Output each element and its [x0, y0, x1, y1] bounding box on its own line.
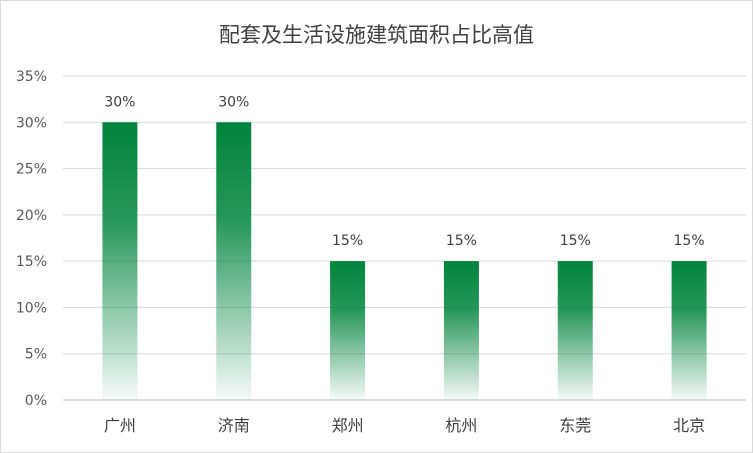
x-tick-label: 杭州 [445, 416, 477, 435]
y-tick-label: 15% [16, 254, 47, 270]
data-label: 30% [104, 94, 135, 110]
bar [102, 122, 138, 401]
bar [443, 261, 479, 400]
data-label: 15% [674, 233, 705, 249]
x-tick-label: 广州 [104, 416, 136, 435]
x-axis: 广州 济南 郑州 杭州 东莞 北京 [104, 416, 705, 435]
y-tick-label: 5% [25, 347, 47, 363]
y-tick-label: 35% [16, 69, 47, 85]
y-tick-label: 20% [16, 208, 47, 224]
y-tick-label: 10% [16, 300, 47, 316]
y-tick-label: 25% [16, 162, 47, 178]
bar [330, 261, 366, 400]
x-tick-label: 北京 [673, 416, 705, 435]
bars: 30% 30% 15% 15% 15% 15% [102, 94, 707, 401]
data-label: 30% [218, 94, 249, 110]
x-tick-label: 东莞 [559, 416, 591, 435]
bar [671, 261, 707, 400]
x-tick-label: 郑州 [332, 416, 364, 435]
x-tick-label: 济南 [218, 416, 250, 435]
data-label: 15% [446, 233, 477, 249]
data-label: 15% [332, 233, 363, 249]
gridlines [63, 75, 746, 401]
bar [557, 261, 593, 400]
y-axis: 0% 5% 10% 15% 20% 25% 30% 35% [16, 69, 47, 409]
y-tick-label: 0% [25, 393, 47, 409]
bar [216, 122, 252, 401]
chart-title: 配套及生活设施建筑面积占比高值 [219, 23, 534, 47]
data-label: 15% [560, 233, 591, 249]
y-tick-label: 30% [16, 115, 47, 131]
